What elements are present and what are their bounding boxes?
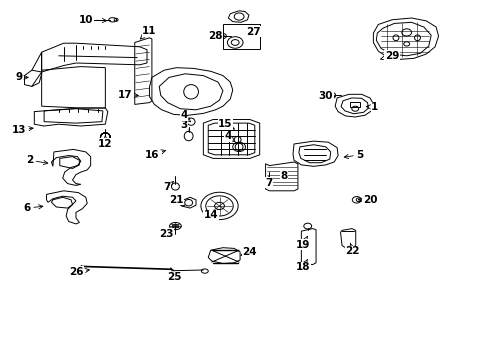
Bar [223, 24, 260, 49]
Text: 26: 26 [69, 267, 90, 277]
Text: 17: 17 [118, 90, 138, 100]
Text: 22: 22 [345, 243, 360, 256]
Text: 15: 15 [218, 119, 234, 129]
Text: 8: 8 [281, 171, 288, 181]
Text: 4: 4 [180, 110, 191, 122]
Bar [350, 102, 360, 107]
Text: 16: 16 [145, 150, 166, 160]
Text: 11: 11 [140, 26, 157, 39]
Text: 4: 4 [224, 131, 235, 141]
Text: 7: 7 [265, 177, 272, 188]
Text: 30: 30 [318, 91, 335, 102]
Text: 13: 13 [11, 125, 33, 135]
Text: 5: 5 [344, 150, 364, 160]
Text: 20: 20 [359, 195, 377, 205]
Text: 6: 6 [24, 203, 43, 213]
Text: 19: 19 [295, 237, 310, 250]
Text: 10: 10 [78, 15, 106, 25]
Text: 2: 2 [26, 155, 48, 165]
Text: 21: 21 [169, 195, 184, 206]
Text: 14: 14 [203, 210, 218, 220]
Text: 18: 18 [295, 259, 310, 272]
Text: 9: 9 [15, 72, 28, 82]
Text: 3: 3 [180, 120, 188, 132]
Text: 25: 25 [167, 272, 181, 282]
Text: 29: 29 [381, 51, 399, 61]
Text: 12: 12 [98, 136, 113, 149]
Text: 7: 7 [163, 182, 173, 192]
Text: 27: 27 [246, 27, 261, 37]
Text: 24: 24 [241, 247, 257, 257]
Text: 23: 23 [159, 229, 174, 239]
Text: 1: 1 [367, 102, 378, 112]
Text: 28: 28 [208, 31, 224, 41]
